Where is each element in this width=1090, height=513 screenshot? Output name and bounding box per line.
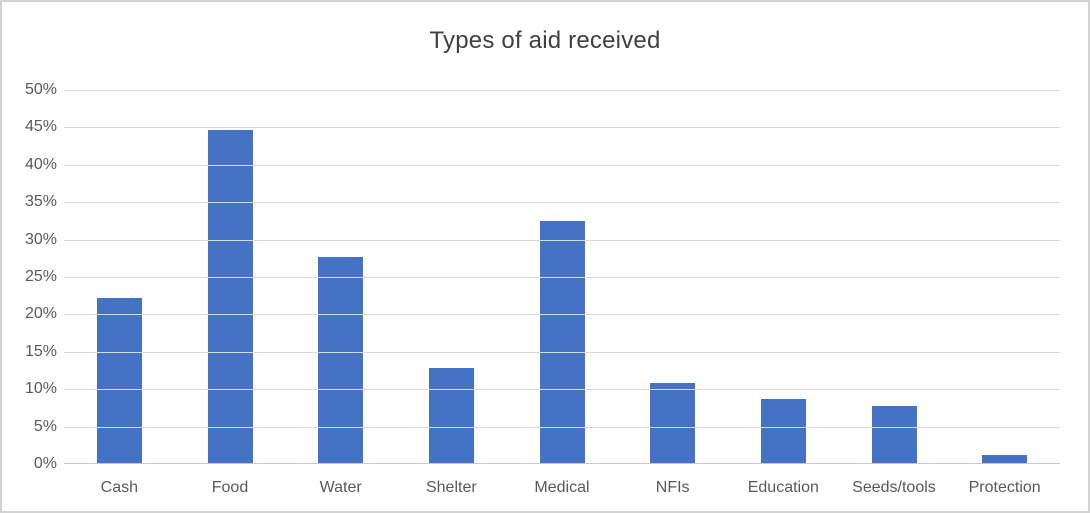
x-tick-label: Medical [534,479,590,496]
gridline [64,202,1060,204]
bar-education [760,399,806,464]
y-tick-label: 45% [24,118,57,136]
bar-nfis [650,383,696,464]
y-tick-label: 35% [24,193,57,211]
bar-shelter [428,368,474,464]
x-axis-line [64,463,1060,464]
y-tick-label: 0% [33,455,57,472]
y-tick-label: 5% [33,417,57,435]
x-tick-label: Food [211,479,249,496]
gridline [64,277,1060,278]
gridline [64,314,1060,316]
bar-seeds-tools [871,406,917,464]
y-tick-label: 10% [24,380,57,398]
bar-cash [96,298,142,464]
gridline [64,127,1060,129]
gridline [64,90,1060,91]
x-tick-label: Shelter [425,479,477,496]
bar-medical [539,221,585,464]
gridline [64,389,1060,391]
y-tick-label: 30% [24,230,57,248]
y-tick-label: 20% [24,305,57,323]
bar-protection [982,455,1028,464]
gridline [64,426,1060,428]
x-tick-label: NFIs [655,479,690,496]
y-tick-label: 15% [24,342,57,360]
y-axis-labels: 0% 5% 10% 15% 20% 25% 30% 35% 40% 45% 50% [2,2,57,511]
bar-food [207,130,253,464]
gridline [64,351,1060,353]
x-tick-label: Seeds/tools [852,479,936,496]
plot-area [64,90,1060,464]
bars-container [64,90,1060,464]
y-tick-label: 25% [24,268,57,285]
bar-water [318,257,364,464]
x-tick-label: Education [747,479,819,496]
chart-title: Types of aid received [429,27,661,54]
y-tick-label: 40% [24,155,57,173]
x-tick-label: Protection [968,479,1041,496]
x-tick-label: Cash [100,479,138,496]
gridline [64,239,1060,241]
gridline [64,164,1060,166]
x-tick-label: Water [319,479,362,496]
y-tick-label: 50% [24,81,57,98]
